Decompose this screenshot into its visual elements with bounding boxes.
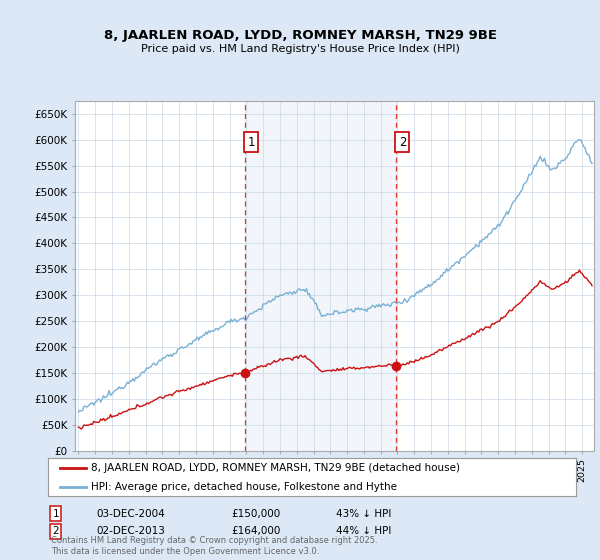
- Text: Contains HM Land Registry data © Crown copyright and database right 2025.
This d: Contains HM Land Registry data © Crown c…: [51, 536, 377, 556]
- Text: Price paid vs. HM Land Registry's House Price Index (HPI): Price paid vs. HM Land Registry's House …: [140, 44, 460, 54]
- Text: 03-DEC-2004: 03-DEC-2004: [96, 508, 165, 519]
- Bar: [245, 101, 396, 451]
- Text: 2: 2: [398, 136, 406, 149]
- Text: £164,000: £164,000: [231, 526, 280, 536]
- Text: 2: 2: [52, 526, 59, 536]
- Text: 02-DEC-2013: 02-DEC-2013: [96, 526, 165, 536]
- Text: 43% ↓ HPI: 43% ↓ HPI: [336, 508, 391, 519]
- Text: 44% ↓ HPI: 44% ↓ HPI: [336, 526, 391, 536]
- Text: 1: 1: [52, 508, 59, 519]
- Text: 8, JAARLEN ROAD, LYDD, ROMNEY MARSH, TN29 9BE (detached house): 8, JAARLEN ROAD, LYDD, ROMNEY MARSH, TN2…: [91, 463, 460, 473]
- Text: £150,000: £150,000: [231, 508, 280, 519]
- Text: 8, JAARLEN ROAD, LYDD, ROMNEY MARSH, TN29 9BE: 8, JAARLEN ROAD, LYDD, ROMNEY MARSH, TN2…: [104, 29, 497, 42]
- Text: HPI: Average price, detached house, Folkestone and Hythe: HPI: Average price, detached house, Folk…: [91, 482, 397, 492]
- Text: 1: 1: [247, 136, 255, 149]
